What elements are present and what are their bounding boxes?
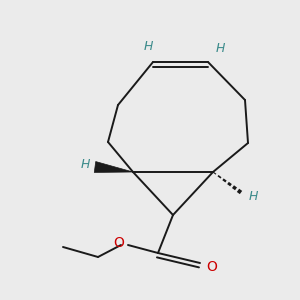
Text: O: O <box>114 236 124 250</box>
Text: H: H <box>80 158 90 172</box>
Text: H: H <box>215 41 225 55</box>
Polygon shape <box>94 161 133 172</box>
Text: O: O <box>207 260 218 274</box>
Text: H: H <box>248 190 258 202</box>
Text: H: H <box>143 40 153 52</box>
